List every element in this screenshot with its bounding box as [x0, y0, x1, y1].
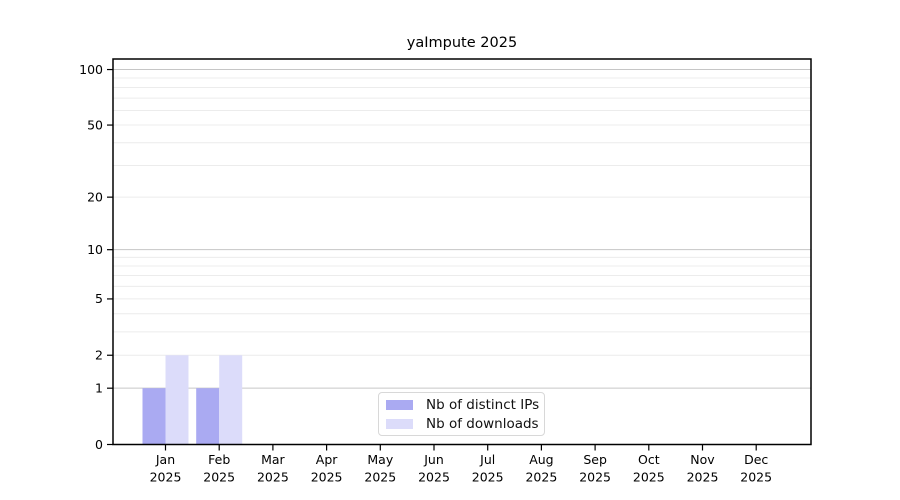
y-tick-label: 50 — [87, 117, 103, 132]
x-tick-year-label: 2025 — [525, 470, 557, 485]
x-tick-year-label: 2025 — [472, 470, 504, 485]
y-axis-ticks: 0 1 2 5 10 20 50 100 — [79, 62, 113, 452]
x-tick-year-label: 2025 — [150, 470, 182, 485]
x-tick-month-label: Feb — [208, 452, 230, 467]
legend: Nb of distinct IPs Nb of downloads — [378, 392, 545, 436]
chart-title: yaImpute 2025 — [406, 35, 518, 51]
legend-swatch-distinct-ips-icon — [386, 399, 413, 410]
minor-gridlines — [113, 77, 811, 356]
x-tick-month-label: Aug — [529, 452, 553, 467]
x-tick-month-label: Jun — [423, 452, 444, 467]
y-tick-label: 5 — [95, 291, 103, 306]
bar-jan-s0 — [142, 388, 166, 445]
x-tick-year-label: 2025 — [740, 470, 772, 485]
x-tick-year-label: 2025 — [257, 470, 289, 485]
bar-jan-s1 — [165, 355, 189, 445]
y-tick-label: 100 — [79, 62, 103, 77]
y-tick-label: 0 — [95, 437, 103, 452]
y-tick-label: 10 — [87, 242, 103, 257]
x-tick-month-label: Sep — [583, 452, 607, 467]
y-tick-label: 20 — [87, 189, 103, 204]
legend-item-downloads: Nb of downloads — [386, 416, 544, 432]
x-tick-year-label: 2025 — [364, 470, 396, 485]
legend-label-downloads: Nb of downloads — [426, 415, 539, 432]
major-gridlines — [113, 69, 811, 389]
x-tick-month-label: Jul — [479, 452, 495, 467]
bars — [142, 355, 243, 445]
x-tick-month-label: Dec — [744, 452, 768, 467]
x-tick-month-label: May — [367, 452, 393, 467]
x-tick-month-label: Oct — [638, 452, 660, 467]
x-axis-ticks: Jan 2025 Feb 2025 Mar 2025 Apr 2025 May 2025 Jun 20… — [150, 444, 772, 485]
bar-feb-s0 — [196, 388, 220, 445]
x-tick-year-label: 2025 — [418, 470, 450, 485]
bar-feb-s1 — [219, 355, 243, 445]
x-tick-year-label: 2025 — [203, 470, 235, 485]
x-tick-month-label: Nov — [690, 452, 715, 467]
legend-label-distinct-ips: Nb of distinct IPs — [426, 396, 540, 413]
y-tick-label: 1 — [95, 380, 103, 395]
legend-swatch-downloads-icon — [386, 418, 413, 429]
x-tick-month-label: Mar — [261, 452, 285, 467]
x-tick-month-label: Apr — [316, 452, 338, 467]
plot-border — [112, 58, 812, 446]
x-tick-year-label: 2025 — [311, 470, 343, 485]
legend-item-distinct-ips: Nb of distinct IPs — [386, 397, 544, 413]
x-tick-year-label: 2025 — [633, 470, 665, 485]
x-tick-month-label: Jan — [155, 452, 175, 467]
x-tick-year-label: 2025 — [687, 470, 719, 485]
x-tick-year-label: 2025 — [579, 470, 611, 485]
y-tick-label: 2 — [95, 348, 103, 363]
